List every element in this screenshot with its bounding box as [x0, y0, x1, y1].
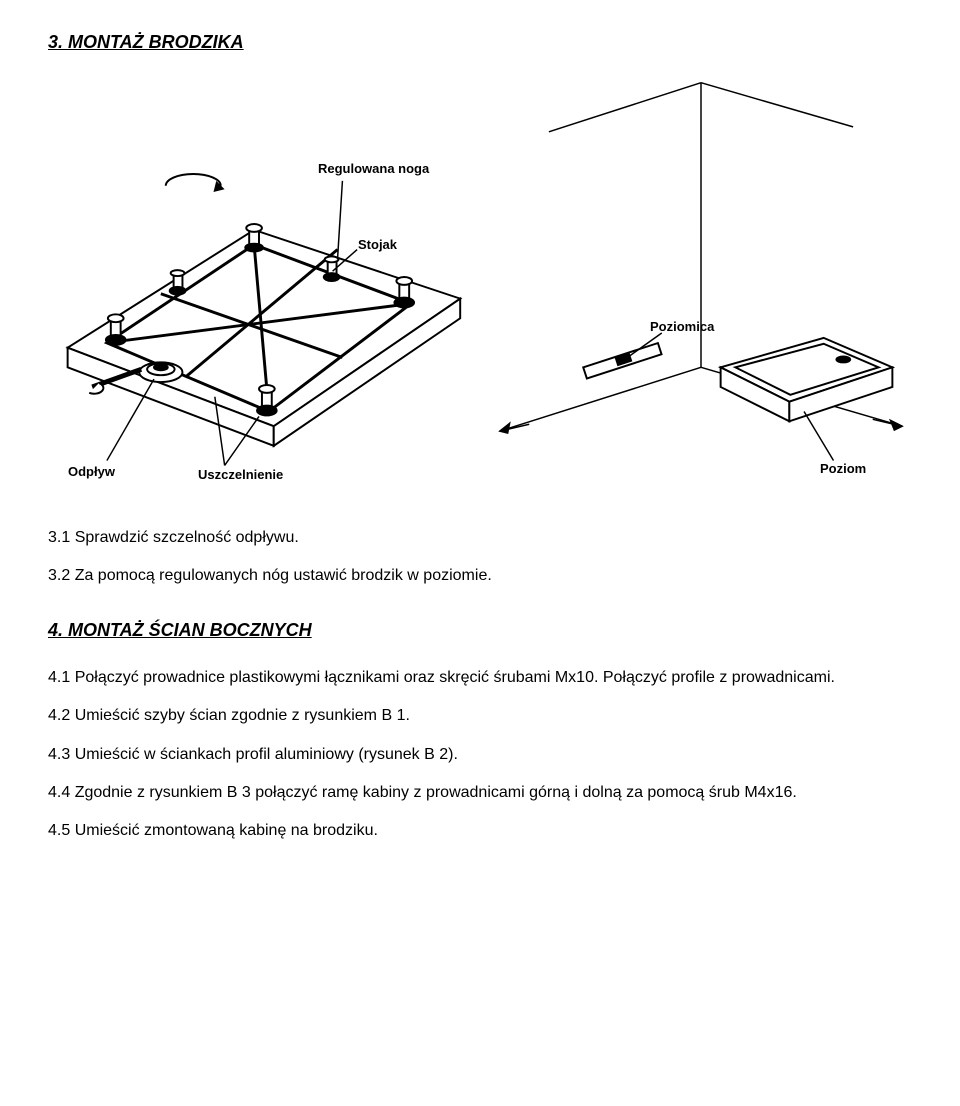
p-4-2: 4.2 Umieścić szyby ścian zgodnie z rysun… [48, 697, 912, 735]
section-3-body: 3.1 Sprawdzić szczelność odpływu. 3.2 Za… [48, 519, 912, 596]
p-3-2: 3.2 Za pomocą regulowanych nóg ustawić b… [48, 557, 912, 595]
p-3-1: 3.1 Sprawdzić szczelność odpływu. [48, 519, 912, 557]
section-4-body: 4.1 Połączyć prowadnice plastikowymi łąc… [48, 659, 912, 851]
diagram-left-svg [48, 69, 470, 489]
p-4-1: 4.1 Połączyć prowadnice plastikowymi łąc… [48, 659, 912, 697]
p-4-3: 4.3 Umieścić w ściankach profil aluminio… [48, 736, 912, 774]
label-stojak: Stojak [358, 237, 397, 252]
section-3-title: 3. MONTAŻ BRODZIKA [48, 32, 912, 53]
label-uszczelnienie: Uszczelnienie [198, 467, 283, 482]
diagram-row: Regulowana noga Stojak Odpływ Uszczelnie… [48, 69, 912, 489]
p-4-5: 4.5 Umieścić zmontowaną kabinę na brodzi… [48, 812, 912, 850]
label-poziom: Poziom [820, 461, 866, 476]
diagram-left: Regulowana noga Stojak Odpływ Uszczelnie… [48, 69, 470, 489]
p-4-4: 4.4 Zgodnie z rysunkiem B 3 połączyć ram… [48, 774, 912, 812]
section-4-title: 4. MONTAŻ ŚCIAN BOCZNYCH [48, 620, 912, 641]
diagram-right: Poziomica Poziom [490, 69, 912, 489]
label-poziomica: Poziomica [650, 319, 714, 334]
diagram-right-svg [490, 69, 912, 489]
label-odplyw: Odpływ [68, 464, 115, 479]
label-regulowana-noga: Regulowana noga [318, 161, 429, 176]
